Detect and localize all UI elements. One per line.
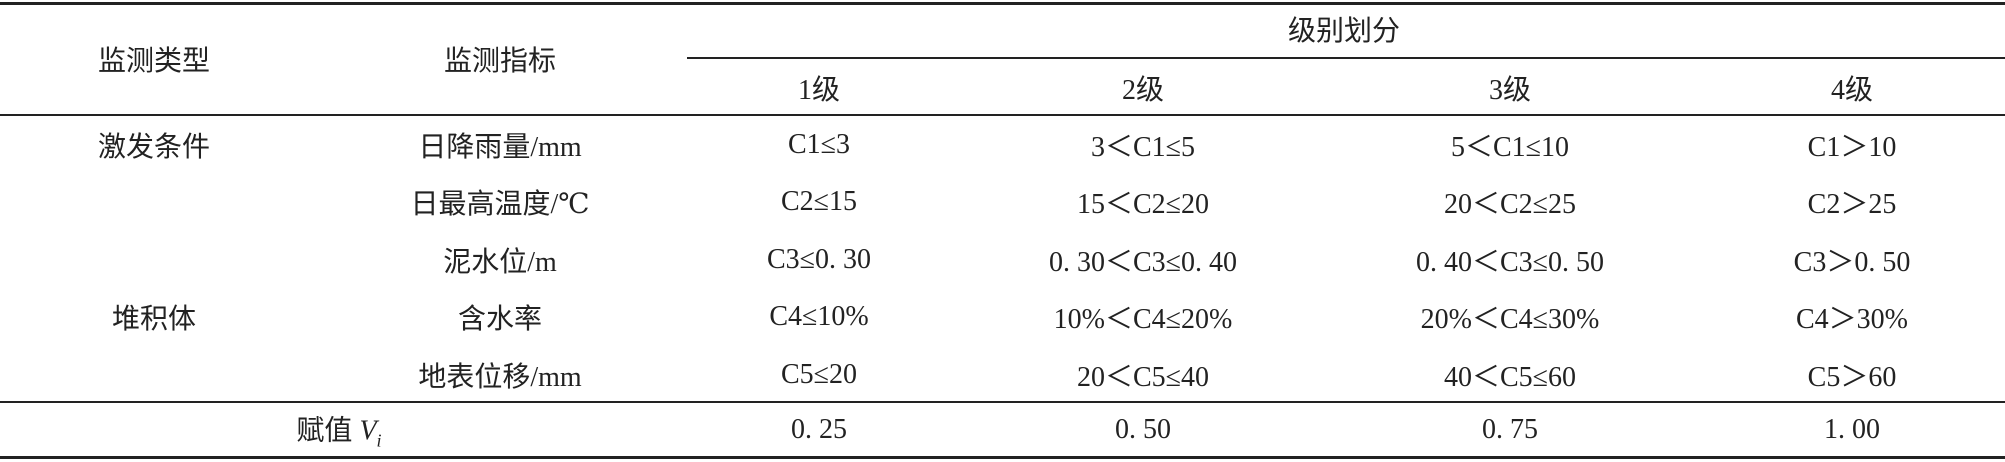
grade-cell: 15＜C2≤20 [1076, 189, 1210, 220]
indicator: 含水率 [457, 304, 543, 335]
assign-var: V [359, 415, 377, 447]
grade-cell: 5＜C1≤10 [1450, 132, 1570, 163]
grade-cell: 10%＜C4≤20% [1053, 304, 1233, 335]
group-label: 激发条件 [97, 132, 211, 163]
grade-cell: C2≤15 [780, 186, 858, 217]
grade-cell: 0. 30＜C3≤0. 40 [1048, 247, 1238, 278]
header-indicator: 监测指标 [443, 46, 557, 77]
assign-label: 赋值 Vi [296, 409, 381, 452]
top-rule [0, 2, 2005, 5]
assign-sub: i [376, 430, 382, 451]
assign-value: 1. 00 [1824, 414, 1880, 445]
assign-value: 0. 25 [791, 414, 847, 445]
grade-cell: C2＞25 [1807, 189, 1897, 220]
indicator: 日最高温度/℃ [410, 189, 590, 220]
header-rule [0, 114, 2005, 116]
header-grade-group: 级别划分 [1287, 16, 1401, 47]
grade-cell: C4≤10% [769, 301, 869, 332]
bottom-rule [0, 456, 2005, 459]
grade-cell: 20＜C2≤25 [1443, 189, 1577, 220]
grade-cell: C1＞10 [1807, 132, 1897, 163]
grade-cell: C3≤0. 30 [766, 244, 872, 275]
group-rule [687, 57, 2005, 59]
indicator: 泥水位/m [443, 247, 557, 278]
grade-cell: C3＞0. 50 [1793, 247, 1911, 278]
grade-cell: C1≤3 [787, 129, 851, 160]
grade-header: 4级 [1830, 75, 1874, 106]
assign-rule [0, 401, 2005, 403]
grade-cell: 0. 40＜C3≤0. 50 [1415, 247, 1605, 278]
group-label: 堆积体 [111, 304, 197, 335]
grade-cell: C4＞30% [1795, 304, 1909, 335]
grade-cell: 20＜C5≤40 [1076, 362, 1210, 393]
grade-header: 1级 [797, 75, 841, 106]
indicator: 日降雨量/mm [418, 132, 582, 163]
indicator: 地表位移/mm [418, 362, 582, 393]
assign-value: 0. 75 [1482, 414, 1538, 445]
header-type: 监测类型 [97, 46, 211, 77]
grade-cell: C5＞60 [1807, 362, 1897, 393]
grade-cell: 40＜C5≤60 [1443, 362, 1577, 393]
grade-header: 2级 [1121, 75, 1165, 106]
grade-cell: 3＜C1≤5 [1090, 132, 1196, 163]
grade-cell: C5≤20 [780, 359, 858, 390]
assign-value: 0. 50 [1115, 414, 1171, 445]
assign-text: 赋值 [296, 415, 353, 447]
grade-cell: 20%＜C4≤30% [1420, 304, 1600, 335]
grade-header: 3级 [1488, 75, 1532, 106]
